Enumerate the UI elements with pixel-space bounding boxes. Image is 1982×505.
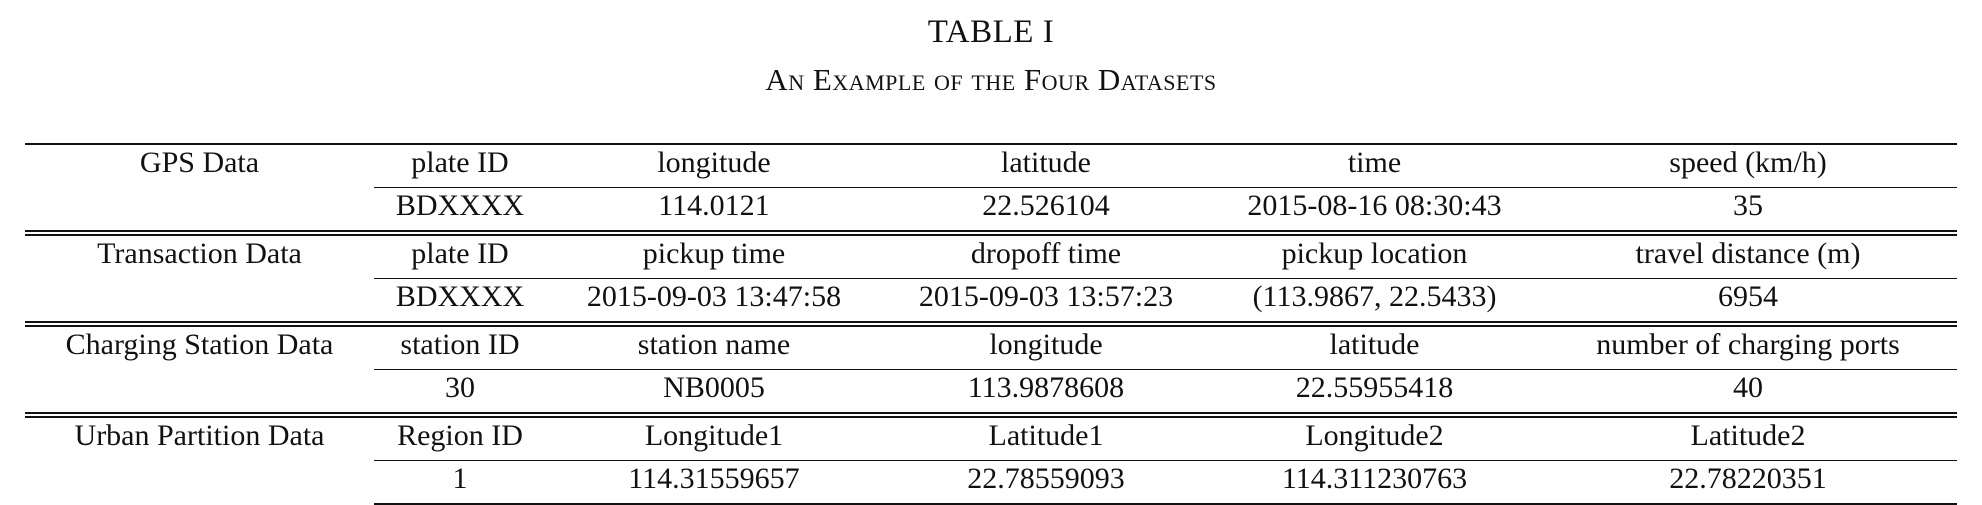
transaction-fields-row: Transaction Data plate ID pickup time dr…	[25, 230, 1957, 324]
value-cell: 22.526104	[982, 189, 1110, 222]
value-cell: 114.311230763	[1210, 460, 1539, 505]
field-cell: Longitude1	[546, 412, 882, 461]
field-cell: pickup location	[1210, 230, 1539, 279]
field-cell: station ID	[374, 321, 546, 370]
value-cell: 113.9878608	[967, 371, 1125, 404]
value-cell: 114.0121	[658, 189, 770, 222]
value-cell: 2015-08-16 08:30:43	[1247, 189, 1502, 222]
field-cell: time	[1210, 143, 1539, 188]
field-cell: Latitude1	[882, 412, 1210, 461]
value-cell: 22.78220351	[1539, 460, 1957, 505]
value-cell: 22.55955418	[1295, 371, 1454, 404]
value-cell: 2015-09-03 13:57:23	[918, 280, 1174, 313]
field-cell: pickup time	[546, 230, 882, 279]
field-cell: Latitude2	[1539, 412, 1957, 461]
value-cell: 114.31559657	[546, 460, 882, 505]
value-cell: 35	[1733, 189, 1763, 222]
value-cell: BDXXXX	[395, 189, 525, 222]
dataset-name-charging-station: Charging Station Data	[25, 321, 374, 415]
field-cell: plate ID	[374, 143, 546, 188]
field-cell: number of charging ports	[1539, 321, 1957, 370]
value-cell: (113.9867, 22.5433)	[1252, 280, 1497, 313]
field-cell: Region ID	[374, 412, 546, 461]
value-cell: 1	[374, 460, 546, 505]
field-cell: longitude	[546, 143, 882, 188]
dataset-name-transaction: Transaction Data	[25, 230, 374, 324]
value-cell: 6954	[1718, 280, 1778, 313]
field-cell: station name	[546, 321, 882, 370]
value-cell: NB0005	[663, 371, 765, 404]
table-title: An Example of the Four Datasets	[765, 62, 1217, 97]
table-label: TABLE I	[927, 14, 1055, 50]
value-cell: BDXXXX	[395, 280, 525, 313]
field-cell: travel distance (m)	[1539, 230, 1957, 279]
dataset-name-urban-partition: Urban Partition Data	[25, 412, 374, 504]
datasets-table: GPS Data plate ID longitude latitude tim…	[25, 143, 1957, 505]
charging-values-row: 30 NB0005 113.9878608 22.55955418 40	[25, 370, 1957, 416]
dataset-name-gps: GPS Data	[25, 143, 374, 233]
urban-values-row: 1 114.31559657 22.78559093 114.311230763…	[25, 460, 1957, 505]
value-cell: 30	[445, 371, 475, 404]
charging-fields-row: Charging Station Data station ID station…	[25, 321, 1957, 415]
value-cell: 2015-09-03 13:47:58	[586, 280, 842, 313]
field-cell: dropoff time	[882, 230, 1210, 279]
value-cell: 40	[1733, 371, 1763, 404]
field-cell: longitude	[882, 321, 1210, 370]
value-cell: 22.78559093	[882, 460, 1210, 505]
field-cell: plate ID	[374, 230, 546, 279]
gps-values-row: BDXXXX 114.0121 22.526104 2015-08-16 08:…	[25, 188, 1957, 234]
field-cell: latitude	[1210, 321, 1539, 370]
field-cell: latitude	[882, 143, 1210, 188]
field-cell: Longitude2	[1210, 412, 1539, 461]
gps-fields-row: GPS Data plate ID longitude latitude tim…	[25, 143, 1957, 233]
transaction-values-row: BDXXXX 2015-09-03 13:47:58 2015-09-03 13…	[25, 279, 1957, 325]
urban-fields-row: Urban Partition Data Region ID Longitude…	[25, 412, 1957, 504]
field-cell: speed (km/h)	[1539, 143, 1957, 188]
